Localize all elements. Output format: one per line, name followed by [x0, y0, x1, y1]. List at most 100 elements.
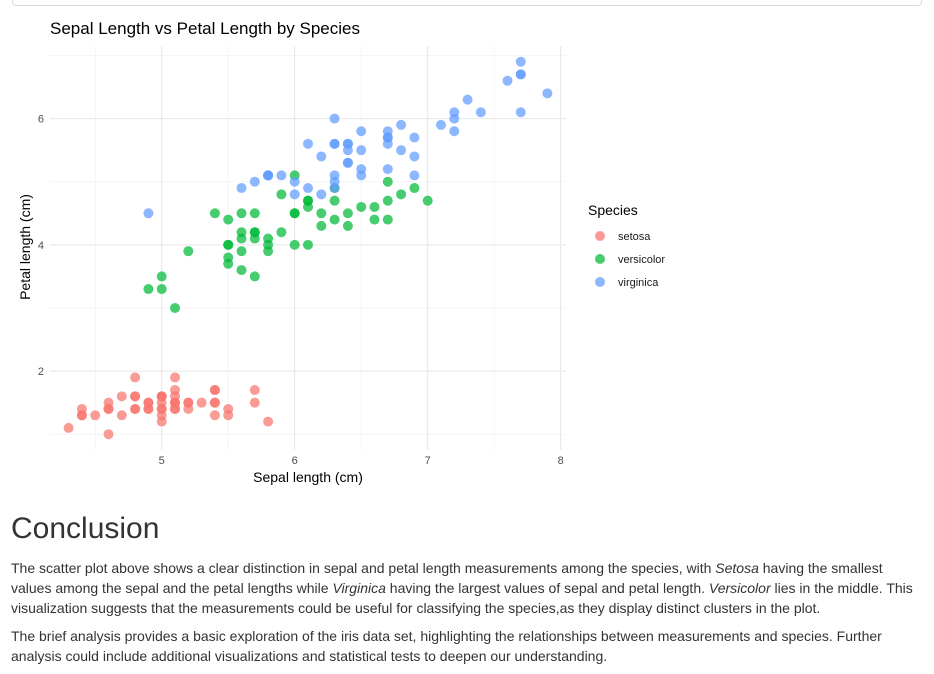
data-point-versicolor — [156, 271, 167, 282]
conclusion-paragraph-1: The scatter plot above shows a clear dis… — [11, 558, 923, 618]
data-point-virginica — [396, 145, 407, 156]
data-point-versicolor — [223, 214, 234, 225]
legend-label-setosa: setosa — [618, 231, 651, 243]
data-point-virginica — [289, 189, 300, 200]
legend: Species setosa versicolor virginica — [588, 202, 665, 289]
x-tick-label: 7 — [425, 455, 431, 467]
legend-key-virginica — [595, 277, 605, 287]
data-point-virginica — [396, 119, 407, 130]
data-point-virginica — [515, 69, 526, 80]
data-point-setosa — [249, 397, 260, 408]
data-point-versicolor — [156, 284, 167, 295]
y-tick-label: 2 — [38, 366, 44, 378]
data-point-setosa — [183, 397, 194, 408]
data-point-versicolor — [382, 214, 393, 225]
data-point-virginica — [515, 107, 526, 118]
data-point-virginica — [236, 183, 247, 194]
data-point-versicolor — [382, 176, 393, 187]
data-point-versicolor — [249, 271, 260, 282]
data-point-virginica — [435, 119, 446, 130]
data-point-virginica — [276, 170, 287, 181]
data-point-versicolor — [276, 189, 287, 200]
data-point-virginica — [462, 94, 473, 105]
data-point-versicolor — [396, 189, 407, 200]
data-point-virginica — [409, 132, 420, 143]
y-tick-labels: 2 4 6 — [38, 114, 44, 379]
data-point-setosa — [170, 391, 181, 402]
data-point-virginica — [342, 145, 353, 156]
data-point-virginica — [303, 138, 313, 149]
data-point-versicolor — [303, 239, 313, 250]
data-point-versicolor — [289, 208, 300, 219]
data-point-virginica — [316, 151, 327, 162]
data-point-versicolor — [356, 201, 367, 212]
data-point-virginica — [342, 157, 353, 168]
data-point-versicolor — [409, 183, 420, 194]
data-point-setosa — [209, 397, 220, 408]
data-point-virginica — [143, 208, 154, 219]
versicolor-emphasis: Versicolor — [708, 580, 771, 596]
data-point-virginica — [263, 170, 274, 181]
data-point-virginica — [329, 138, 340, 149]
grid — [50, 46, 566, 450]
legend-key-setosa — [595, 231, 605, 241]
data-point-setosa — [76, 410, 87, 421]
data-point-versicolor — [329, 214, 340, 225]
data-point-virginica — [289, 176, 300, 187]
points-layer — [63, 56, 553, 440]
data-point-versicolor — [263, 239, 274, 250]
data-point-virginica — [329, 113, 340, 124]
data-point-virginica — [382, 164, 393, 175]
data-point-versicolor — [249, 208, 260, 219]
data-point-versicolor — [342, 208, 353, 219]
setosa-emphasis: Setosa — [715, 560, 759, 576]
data-point-versicolor — [170, 302, 181, 313]
p1-text-c: having the smallest values among the sep… — [11, 560, 883, 596]
legend-key-versicolor — [595, 254, 605, 264]
data-point-versicolor — [236, 208, 247, 219]
data-point-setosa — [116, 391, 127, 402]
data-point-virginica — [542, 88, 553, 99]
data-point-virginica — [515, 56, 526, 67]
data-point-versicolor — [316, 220, 327, 231]
scatter-chart: 5 6 7 8 2 4 6 Sepal Length vs Petal Length by… — [17, 19, 665, 485]
data-point-setosa — [263, 416, 274, 427]
x-tick-label: 5 — [159, 455, 165, 467]
data-point-setosa — [103, 403, 114, 414]
legend-title: Species — [588, 202, 638, 218]
data-point-virginica — [329, 176, 340, 187]
data-point-setosa — [223, 410, 234, 421]
series-setosa — [63, 372, 274, 440]
data-point-setosa — [63, 422, 74, 433]
data-point-versicolor — [329, 195, 340, 206]
data-point-virginica — [409, 151, 420, 162]
data-point-setosa — [143, 403, 154, 414]
data-point-versicolor — [223, 239, 234, 250]
data-point-versicolor — [209, 208, 220, 219]
data-point-setosa — [156, 403, 167, 414]
data-point-versicolor — [143, 284, 154, 295]
data-point-virginica — [382, 132, 393, 143]
data-point-setosa — [90, 410, 101, 421]
data-point-virginica — [449, 126, 460, 137]
data-point-versicolor — [369, 201, 380, 212]
data-point-virginica — [475, 107, 486, 118]
data-point-setosa — [130, 372, 141, 383]
data-point-setosa — [130, 391, 141, 402]
data-point-setosa — [209, 410, 220, 421]
data-point-versicolor — [369, 214, 380, 225]
conclusion-section: Conclusion The scatter plot above shows … — [11, 510, 923, 674]
data-point-versicolor — [183, 246, 194, 257]
legend-label-virginica: virginica — [618, 277, 659, 289]
data-point-virginica — [356, 164, 367, 175]
data-point-virginica — [303, 183, 313, 194]
data-point-versicolor — [303, 201, 313, 212]
data-point-setosa — [130, 403, 141, 414]
y-tick-label: 6 — [38, 114, 44, 126]
data-point-virginica — [356, 126, 367, 137]
data-point-virginica — [249, 176, 260, 187]
data-point-versicolor — [316, 208, 327, 219]
data-point-virginica — [449, 113, 460, 124]
conclusion-heading: Conclusion — [11, 512, 160, 545]
series-versicolor — [143, 170, 433, 313]
